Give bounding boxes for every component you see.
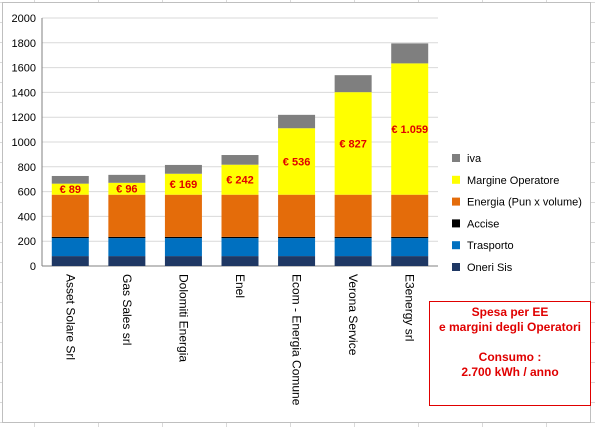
data-label: € 1.059 — [391, 124, 428, 136]
bar-segment-margine-operatore — [391, 63, 429, 195]
y-tick-label: 1200 — [12, 112, 36, 124]
bar-segment-iva — [164, 164, 202, 174]
bar-segment-iva — [51, 175, 89, 184]
legend-accise-swatch — [452, 219, 460, 228]
bar-segment-accise — [108, 236, 146, 239]
legend-accise-label: Accise — [467, 218, 499, 230]
bar-segment-iva — [221, 155, 259, 165]
x-category-label: E3energy srl — [403, 274, 417, 341]
y-tick-label: 0 — [30, 261, 36, 273]
y-tick-label: 800 — [18, 162, 36, 174]
bar-segment-accise — [51, 236, 89, 239]
legend-oneri-sis-swatch — [452, 263, 460, 271]
legend-energia-pun-x-volume-label: Energia (Pun x volume) — [467, 197, 582, 209]
x-category-label: Enel — [233, 274, 247, 298]
bar-segment-oneri-sis — [51, 256, 89, 266]
bar-segment-iva — [108, 174, 146, 183]
bar-segment-iva — [391, 43, 429, 64]
bar-segment-oneri-sis — [221, 256, 259, 266]
bar-segment-oneri-sis — [391, 256, 429, 266]
bar-segment-energia-pun-x-volume — [391, 194, 429, 237]
y-tick-label: 600 — [18, 187, 36, 199]
bar-segment-margine-operatore — [278, 128, 316, 195]
legend-iva-label: iva — [467, 153, 482, 165]
x-category-label: Verona Service — [346, 274, 360, 356]
x-category-label: Ecom - Energia Comune — [290, 274, 304, 406]
y-tick-label: 1400 — [12, 87, 36, 99]
legend-trasporto-label: Trasporto — [467, 240, 514, 252]
data-label: € 89 — [60, 184, 81, 196]
data-label: € 536 — [283, 156, 311, 168]
bar-segment-energia-pun-x-volume — [221, 194, 259, 237]
bar-segment-energia-pun-x-volume — [278, 194, 316, 237]
bar-segment-oneri-sis — [164, 256, 202, 266]
bar-segment-accise — [164, 236, 202, 239]
y-tick-label: 400 — [18, 211, 36, 223]
bar-segment-trasporto — [278, 238, 316, 257]
bar-segment-trasporto — [51, 238, 89, 257]
note-title: Spesa per EE — [471, 305, 549, 319]
bar-segment-oneri-sis — [278, 256, 316, 266]
bar-segment-trasporto — [221, 238, 259, 257]
bar-segment-accise — [221, 236, 259, 239]
bar-segment-margine-operatore — [108, 182, 146, 195]
bar-segment-energia-pun-x-volume — [51, 194, 89, 237]
x-category-label: Gas Sales srl — [120, 274, 134, 345]
bar-segment-trasporto — [108, 238, 146, 257]
note-subtitle: e margini degli Operatori — [438, 320, 582, 334]
bar-segment-oneri-sis — [334, 256, 372, 266]
bar-segment-margine-operatore — [51, 183, 89, 195]
bar-segment-iva — [334, 75, 372, 93]
y-tick-label: 2000 — [12, 13, 36, 25]
legend-margine-operatore-swatch — [452, 175, 460, 184]
y-tick-label: 1600 — [12, 63, 36, 75]
bar-segment-energia-pun-x-volume — [108, 194, 146, 237]
y-tick-label: 200 — [18, 236, 36, 248]
bar-segment-trasporto — [391, 238, 429, 257]
bar-segment-accise — [391, 236, 429, 239]
bar-segment-trasporto — [164, 238, 202, 257]
legend-trasporto-swatch — [452, 241, 460, 250]
bar-segment-iva — [278, 114, 316, 129]
bar-segment-energia-pun-x-volume — [334, 194, 372, 237]
legend-oneri-sis-label: Oneri Sis — [467, 262, 513, 274]
note-consumption-value: 2.700 kWh / anno — [461, 365, 559, 379]
x-category-label: Dolomiti Energia — [176, 274, 190, 362]
y-tick-label: 1000 — [12, 137, 36, 149]
data-label: € 169 — [170, 179, 198, 191]
data-label: € 827 — [339, 138, 367, 150]
bar-segment-accise — [334, 236, 372, 239]
data-label: € 242 — [226, 175, 254, 187]
x-category-label: Asset Solare Srl — [63, 274, 77, 360]
legend-margine-operatore-label: Margine Operatore — [467, 175, 559, 187]
bar-segment-margine-operatore — [164, 173, 202, 195]
legend-energia-pun-x-volume-swatch — [452, 197, 460, 206]
bar-segment-trasporto — [334, 238, 372, 257]
note-consumption-label: Consumo : — [478, 350, 542, 364]
bar-segment-margine-operatore — [334, 92, 372, 195]
y-tick-label: 1800 — [12, 38, 36, 50]
legend-iva-swatch — [452, 154, 460, 162]
bar-segment-energia-pun-x-volume — [164, 194, 202, 237]
bar-segment-margine-operatore — [221, 164, 259, 195]
annotation-box: Spesa per EE e margini degli Operatori C… — [429, 301, 591, 406]
bar-segment-accise — [278, 236, 316, 239]
bar-segment-oneri-sis — [108, 256, 146, 266]
data-label: € 96 — [116, 184, 137, 196]
